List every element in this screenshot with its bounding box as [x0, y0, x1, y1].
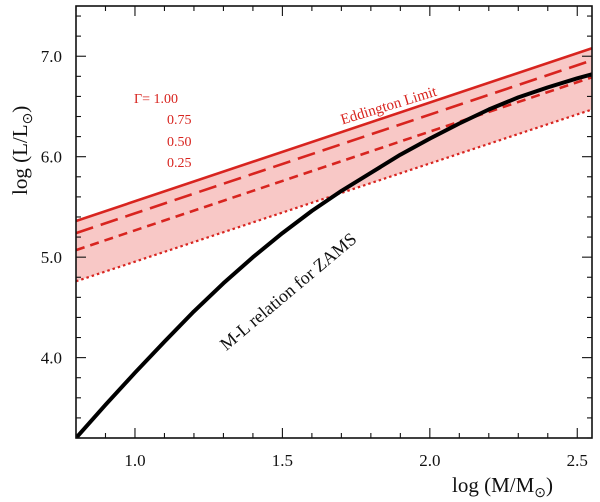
series-line-gamma-1 — [76, 59, 592, 235]
x-axis-label-text: log (M/M — [452, 473, 535, 497]
x-axis-sun-symbol: ⊙ — [534, 486, 546, 501]
series-layer — [76, 46, 592, 438]
tick-marks — [75, 6, 592, 439]
legend-label-0.75: 0.75 — [167, 113, 192, 128]
y-axis-sun-symbol: ⊙ — [21, 113, 36, 125]
y-axis-label-text: log (L/L — [8, 124, 32, 195]
y-axis-label: log (L/L⊙) — [8, 106, 36, 195]
legend-label-0.50: 0.50 — [167, 135, 192, 150]
annotation-ml-relation: M-L relation for ZAMS — [216, 229, 360, 355]
x-tick-labels: 1.0 1.5 2.0 2.5 — [124, 451, 588, 470]
x-tick-label: 1.0 — [124, 451, 145, 470]
x-tick-label: 2.5 — [567, 451, 588, 470]
x-tick-label: 1.5 — [272, 451, 293, 470]
legend-label-1.00: Γ= 1.00 — [134, 92, 178, 107]
legend: Γ= 1.00 0.75 0.50 0.25 — [134, 92, 192, 171]
y-tick-labels: 4.0 5.0 6.0 7.0 — [41, 47, 62, 367]
y-tick-label: 7.0 — [41, 47, 62, 66]
legend-label-0.25: 0.25 — [167, 156, 192, 171]
x-axis-label: log (M/M⊙) — [452, 473, 553, 501]
plot-frame — [75, 5, 593, 439]
y-tick-label: 6.0 — [41, 148, 62, 167]
series-line-gamma-2 — [76, 76, 592, 252]
y-tick-label: 5.0 — [41, 248, 62, 267]
series-line-ml-relation — [76, 72, 592, 438]
y-tick-label: 4.0 — [41, 349, 62, 368]
series-line-gamma-0 — [76, 46, 592, 223]
x-tick-label: 2.0 — [419, 451, 440, 470]
